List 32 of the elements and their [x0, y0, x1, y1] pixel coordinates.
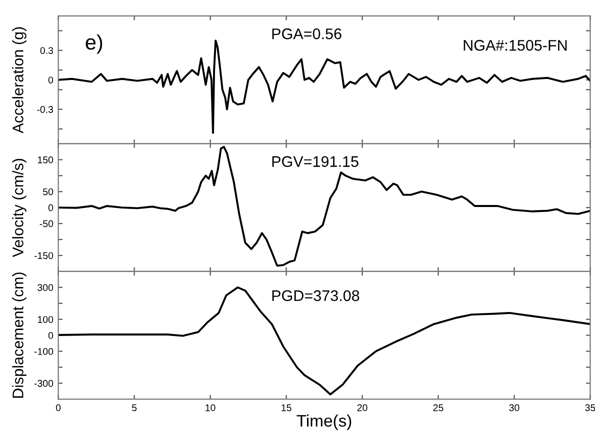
- line-series: [58, 146, 590, 267]
- x-axis-title: Time(s): [296, 414, 352, 430]
- x-tick-label: 25: [433, 404, 444, 412]
- x-tick-label: 20: [357, 404, 368, 412]
- annotation: NGA#:1505-FN: [464, 40, 567, 51]
- y-axis-title: Velocity (cm/s): [12, 158, 26, 258]
- x-tick-label: 15: [282, 404, 292, 412]
- y-axis-title: Acceleration (g): [12, 27, 26, 134]
- y-tick-label: 0.3: [40, 47, 54, 54]
- x-tick-label: 5: [132, 404, 137, 412]
- y-tick-label: 100: [38, 316, 54, 323]
- annotation: PGV=191.15: [272, 156, 358, 167]
- annotation: e): [86, 34, 102, 54]
- x-tick-label: 35: [585, 404, 595, 412]
- annotation: PGA=0.56: [272, 28, 342, 40]
- y-tick-label: 0: [48, 204, 54, 212]
- y-tick-label: 0: [48, 332, 54, 339]
- x-tick-label: 30: [509, 404, 520, 412]
- x-tick-label: 10: [206, 404, 216, 412]
- y-tick-label: -0.3: [37, 106, 54, 113]
- y-tick-label: 150: [38, 156, 54, 164]
- y-axis-title: Displacement (cm): [12, 272, 26, 398]
- y-tick-label: 300: [38, 284, 54, 292]
- line-series: [58, 286, 590, 396]
- y-tick-label: -150: [34, 252, 54, 260]
- y-tick-label: 0: [48, 76, 54, 84]
- x-tick-label: 0: [56, 404, 61, 412]
- annotation: PGD=373.08: [272, 290, 360, 302]
- y-tick-label: -100: [34, 348, 54, 355]
- y-tick-label: -50: [40, 220, 54, 228]
- y-tick-label: -300: [34, 380, 54, 387]
- y-tick-label: 50: [43, 188, 54, 196]
